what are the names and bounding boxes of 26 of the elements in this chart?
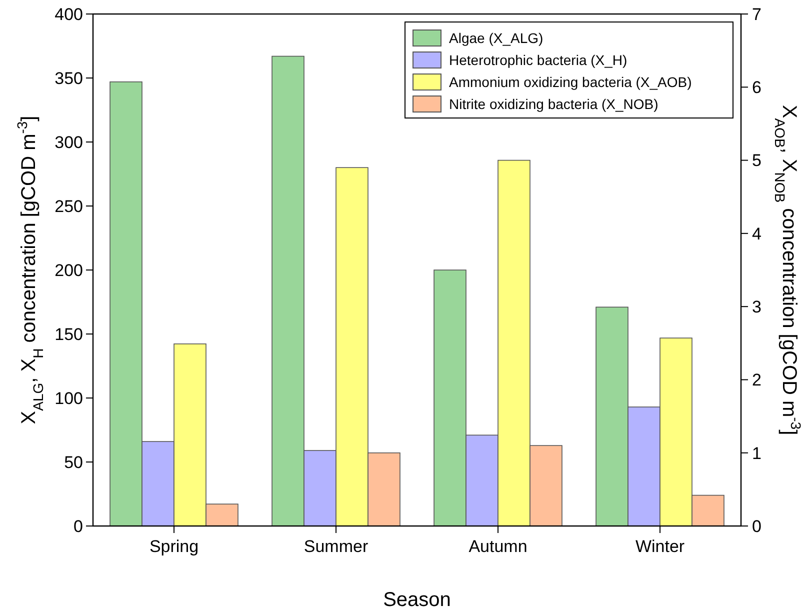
legend-label: Nitrite oxidizing bacteria (X_NOB) [449,96,658,112]
legend-label: Ammonium oxidizing bacteria (X_AOB) [449,74,692,90]
y-tick-label: 250 [54,196,83,216]
legend-label: Algae (X_ALG) [449,30,544,46]
x-tick-label: Spring [149,537,199,556]
y-tick-label: 50 [64,452,83,472]
y2-tick-label: 6 [752,78,762,98]
y2-tick-label: 5 [752,151,762,170]
y2-tick-label: 1 [752,444,762,463]
y2-tick-label: 2 [752,370,762,390]
y-tick-label: 0 [74,516,83,536]
y2-tick-label: 3 [752,298,762,317]
x-axis-title: Season [383,589,451,611]
x-tick-label: Winter [635,537,685,556]
legend-label: Heterotrophic bacteria (X_H) [449,52,628,68]
y-tick-label: 100 [54,388,83,408]
y-tick-label: 350 [54,68,83,88]
y-tick-label: 300 [54,132,83,152]
y2-tick-label: 4 [752,224,762,244]
x-tick-label: Autumn [468,537,528,556]
y-tick-label: 200 [54,260,83,280]
y-tick-label: 400 [54,4,83,24]
y2-tick-label: 0 [752,516,762,536]
y2-tick-label: 7 [752,4,762,24]
x-tick-label: Summer [304,537,368,556]
y-tick-label: 150 [54,324,83,344]
